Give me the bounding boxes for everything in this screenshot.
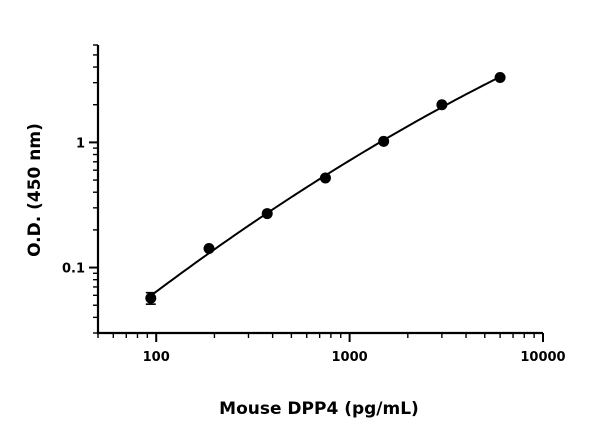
fit-curve xyxy=(150,75,501,297)
data-point xyxy=(378,135,390,147)
data-point xyxy=(494,71,506,83)
data-point xyxy=(145,292,157,304)
data-point xyxy=(203,242,215,254)
x-tick-label: 100 xyxy=(143,350,170,365)
data-point xyxy=(261,208,273,220)
y-tick-label: 1 xyxy=(76,136,85,151)
data-point xyxy=(436,99,448,111)
axes: 100 1000 10000 0.1 1 xyxy=(62,44,566,365)
x-tick-label: 10000 xyxy=(520,350,565,365)
y-tick-label: 0.1 xyxy=(62,262,85,277)
y-axis-title: O.D. (450 nm) xyxy=(25,123,45,257)
data-point xyxy=(319,172,331,184)
x-axis-title: Mouse DPP4 (pg/mL) xyxy=(219,399,419,419)
labels-layer: Mouse DPP4 (pg/mL) O.D. (450 nm) xyxy=(25,123,419,419)
fit-curve-layer xyxy=(150,75,501,297)
x-tick-label: 1000 xyxy=(332,350,368,365)
data-points-layer xyxy=(145,71,506,305)
